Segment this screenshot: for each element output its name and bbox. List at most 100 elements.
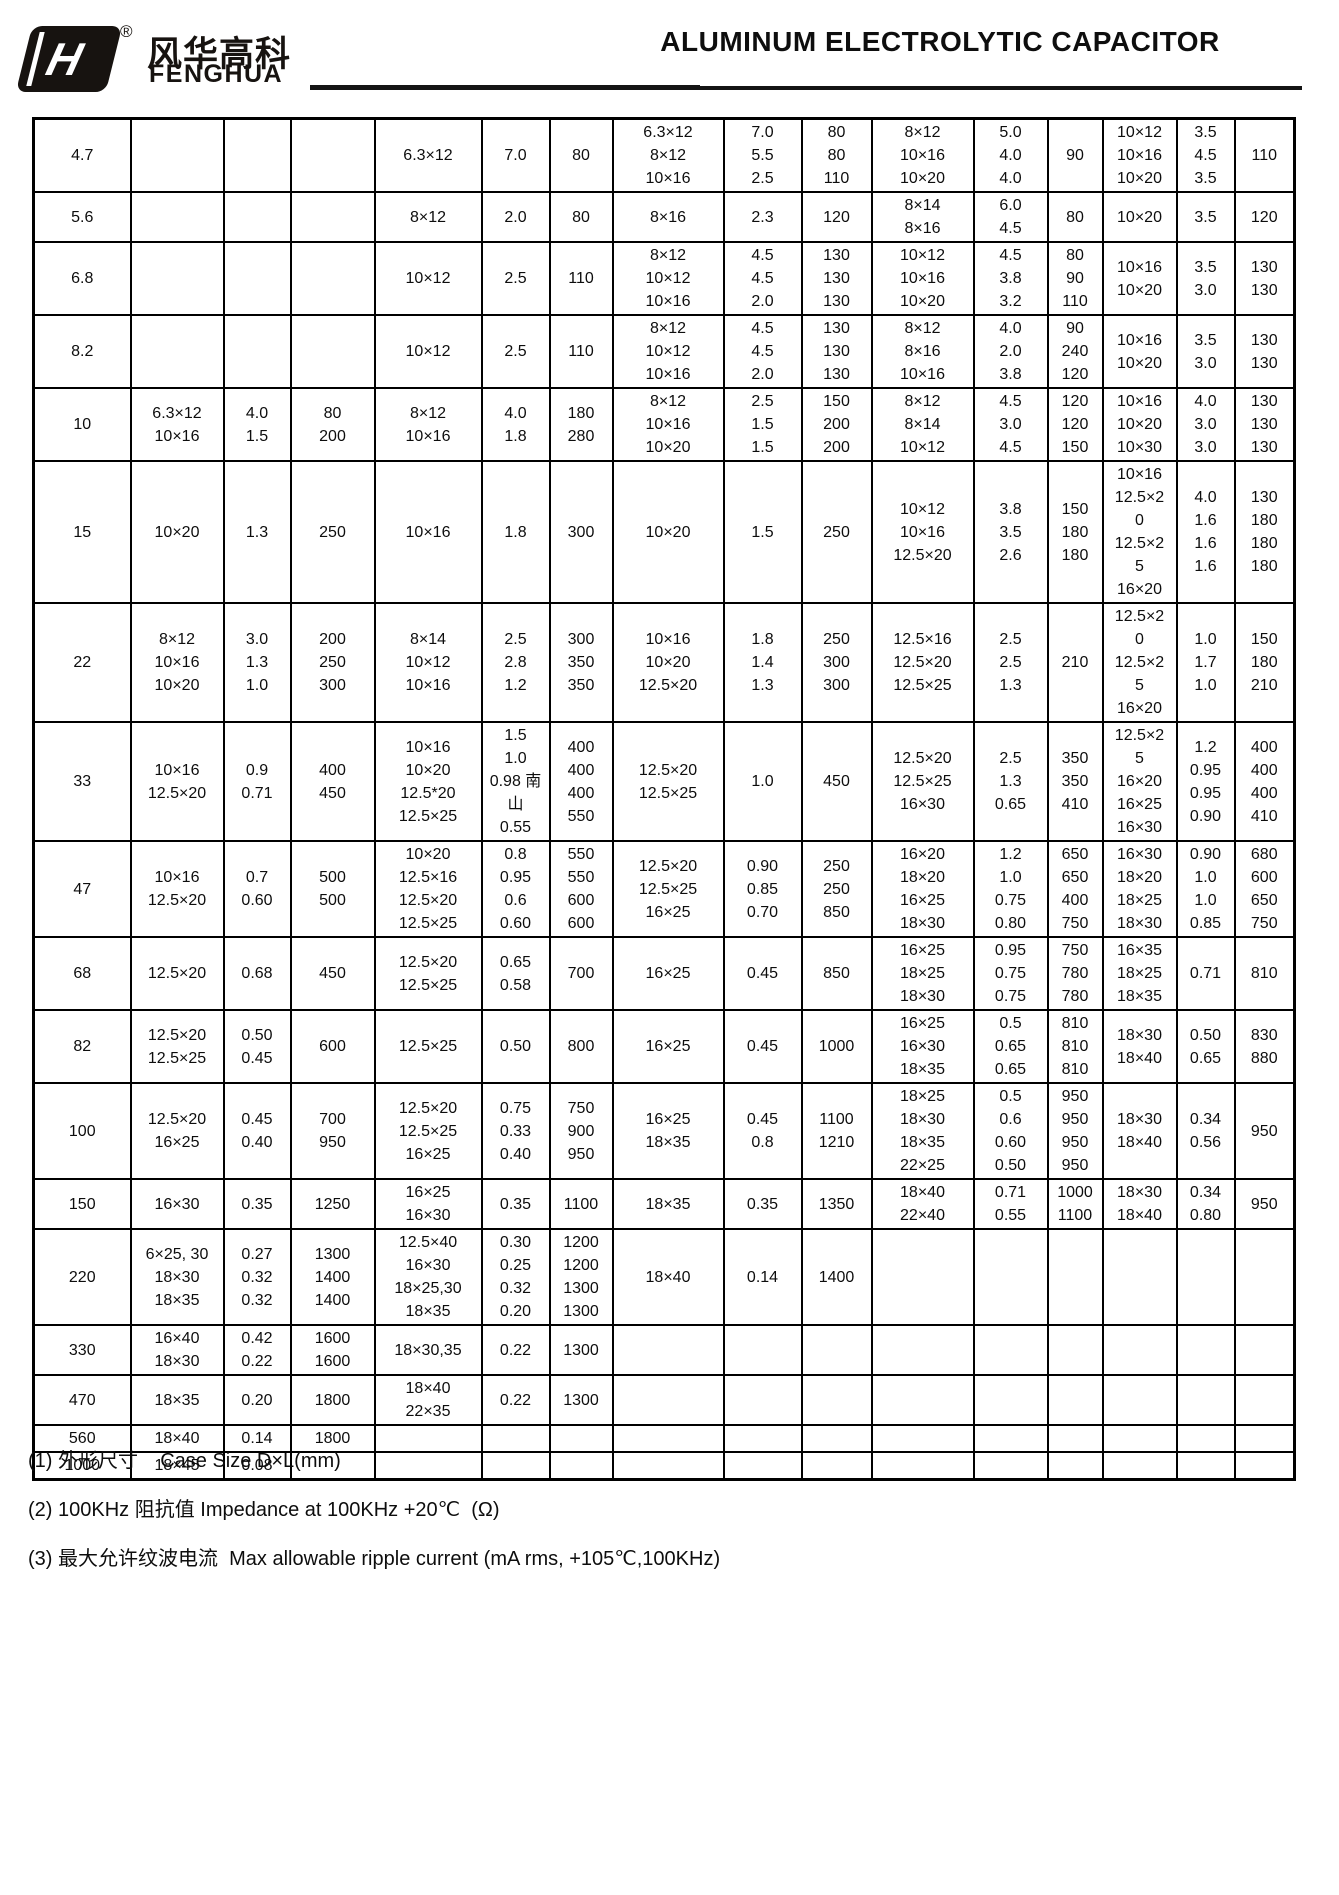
rating-cell: 4.5 3.8 3.2 xyxy=(972,241,1049,316)
rating-cell: 5.0 4.0 4.0 xyxy=(972,117,1049,193)
rating-cell: 18×35 xyxy=(129,1374,225,1426)
rating-cell: 550 550 600 600 xyxy=(548,840,614,938)
table-row: 68 12.5×20 0.68 450 12.5×20 12.5×25 0.65 0.58… xyxy=(32,936,1296,1011)
rating-cell: 12.5×20 12.5×25 16×25 xyxy=(611,840,725,938)
rating-cell: 1300 1400 1400 xyxy=(289,1228,376,1326)
table-row: 470 18×35 0.20 1800 18×40 22×35 0.22 1300 xyxy=(32,1374,1296,1426)
rating-cell xyxy=(972,1228,1049,1326)
rating-cell: 400 450 xyxy=(289,721,376,842)
capacitor-table-body: 4.7 6.3×12 7.0 80 6.3×12 8×12 10×16 7.0 5.5 2… xyxy=(32,117,1296,1481)
page-title: ALUMINUM ELECTROLYTIC CAPACITOR xyxy=(660,26,1220,57)
rating-cell: 1.5 xyxy=(722,460,803,604)
rating-cell xyxy=(129,314,225,389)
rating-cell: 0.8 0.95 0.6 0.60 xyxy=(480,840,551,938)
rating-cell: 12.5×20 12.5×25 xyxy=(373,936,483,1011)
rating-cell: 1400 xyxy=(800,1228,873,1326)
capacitance-value-cell: 47 xyxy=(32,840,132,938)
title-underline-2 xyxy=(697,86,1302,90)
table-row: 6.8 10×12 2.5 110 8×12 10×12 10×16 4.5 4.5 2.… xyxy=(32,241,1296,316)
rating-cell xyxy=(611,1374,725,1426)
rating-cell: 12.5×20 12.5×25 16×30 xyxy=(870,721,975,842)
rating-cell: 0.20 xyxy=(222,1374,292,1426)
capacitance-value-cell: 15 xyxy=(32,460,132,604)
rating-cell: 16×25 18×35 xyxy=(611,1082,725,1180)
rating-cell: 8×12 8×14 10×12 xyxy=(870,387,975,462)
rating-cell: 650 650 400 750 xyxy=(1046,840,1104,938)
rating-cell xyxy=(870,1451,975,1481)
footnotes: (1) 外形尺寸 Case Size D×L(mm) (2) 100KHz 阻抗… xyxy=(28,1448,720,1595)
rating-cell: 18×40 22×35 xyxy=(373,1374,483,1426)
rating-cell xyxy=(222,191,292,243)
rating-cell: 1.0 1.7 1.0 xyxy=(1175,602,1236,723)
rating-cell: 1000 1100 xyxy=(1046,1178,1104,1230)
rating-cell: 0.9 0.71 xyxy=(222,721,292,842)
rating-cell: 1250 xyxy=(289,1178,376,1230)
capacitance-value-cell: 220 xyxy=(32,1228,132,1326)
rating-cell: 12.5×20 12.5×25 xyxy=(129,1009,225,1084)
rating-cell: 0.65 0.58 xyxy=(480,936,551,1011)
rating-cell: 8×12 10×12 10×16 xyxy=(611,314,725,389)
capacitance-value-cell: 5.6 xyxy=(32,191,132,243)
rating-cell: 80 90 110 xyxy=(1046,241,1104,316)
logo-stripe xyxy=(26,32,45,86)
rating-cell: 0.34 0.56 xyxy=(1175,1082,1236,1180)
rating-cell: 0.71 xyxy=(1175,936,1236,1011)
rating-cell: 16×30 xyxy=(129,1178,225,1230)
rating-cell: 10×20 12.5×16 12.5×20 12.5×25 xyxy=(373,840,483,938)
rating-cell: 0.90 0.85 0.70 xyxy=(722,840,803,938)
rating-cell: 250 xyxy=(800,460,873,604)
rating-cell: 16×40 18×30 xyxy=(129,1324,225,1376)
rating-cell: 12.5×2 5 16×20 16×25 16×30 xyxy=(1101,721,1178,842)
rating-cell xyxy=(1233,1228,1296,1326)
rating-cell: 2.5 1.3 0.65 xyxy=(972,721,1049,842)
rating-cell: 0.45 0.40 xyxy=(222,1082,292,1180)
rating-cell: 0.50 0.65 xyxy=(1175,1009,1236,1084)
rating-cell: 18×30 18×40 xyxy=(1101,1178,1178,1230)
rating-cell xyxy=(1046,1228,1104,1326)
rating-cell: 8×12 10×12 10×16 xyxy=(611,241,725,316)
title-underline xyxy=(310,85,700,90)
rating-cell: 130 130 xyxy=(1233,241,1296,316)
rating-cell: 80 xyxy=(1046,191,1104,243)
rating-cell: 750 900 950 xyxy=(548,1082,614,1180)
rating-cell: 250 250 850 xyxy=(800,840,873,938)
rating-cell: 130 130 130 xyxy=(800,314,873,389)
rating-cell: 12.5×2 0 12.5×2 5 16×20 xyxy=(1101,602,1178,723)
rating-cell xyxy=(1175,1451,1236,1481)
rating-cell: 0.35 xyxy=(480,1178,551,1230)
rating-cell: 1.5 1.0 0.98 南 山 0.55 xyxy=(480,721,551,842)
rating-cell xyxy=(289,241,376,316)
rating-cell: 12.5×16 12.5×20 12.5×25 xyxy=(870,602,975,723)
rating-cell: 3.5 4.5 3.5 xyxy=(1175,117,1236,193)
rating-cell: 10×16 10×20 12.5×20 xyxy=(611,602,725,723)
rating-cell: 4.0 1.6 1.6 1.6 xyxy=(1175,460,1236,604)
rating-cell: 8×12 10×16 10×20 xyxy=(129,602,225,723)
rating-cell: 4.5 4.5 2.0 xyxy=(722,314,803,389)
rating-cell: 810 810 810 xyxy=(1046,1009,1104,1084)
rating-cell: 250 xyxy=(289,460,376,604)
rating-cell: 16×25 18×25 18×30 xyxy=(870,936,975,1011)
capacitance-value-cell: 68 xyxy=(32,936,132,1011)
rating-cell: 400 400 400 410 xyxy=(1233,721,1296,842)
rating-cell: 8×12 10×16 10×20 xyxy=(611,387,725,462)
capacitance-value-cell: 4.7 xyxy=(32,117,132,193)
logo-chinese-name: 风华高科 xyxy=(147,35,292,74)
capacitance-value-cell: 8.2 xyxy=(32,314,132,389)
rating-cell: 110 xyxy=(1233,117,1296,193)
rating-cell xyxy=(800,1451,873,1481)
rating-cell: 130 130 130 xyxy=(1233,387,1296,462)
rating-cell: 10×16 10×20 xyxy=(1101,241,1178,316)
table-row: 22 8×12 10×16 10×20 3.0 1.3 1.0 200 250 300… xyxy=(32,602,1296,723)
rating-cell: 16×25 xyxy=(611,1009,725,1084)
rating-cell xyxy=(1046,1424,1104,1453)
rating-cell: 130 130 130 xyxy=(800,241,873,316)
capacitance-value-cell: 10 xyxy=(32,387,132,462)
rating-cell: 400 400 400 550 xyxy=(548,721,614,842)
rating-cell: 10×12 10×16 12.5×20 xyxy=(870,460,975,604)
rating-cell: 3.5 xyxy=(1175,191,1236,243)
rating-cell xyxy=(1101,1424,1178,1453)
rating-cell: 1.0 xyxy=(722,721,803,842)
rating-cell: 150 200 200 xyxy=(800,387,873,462)
rating-cell xyxy=(289,117,376,193)
rating-cell: 0.30 0.25 0.32 0.20 xyxy=(480,1228,551,1326)
